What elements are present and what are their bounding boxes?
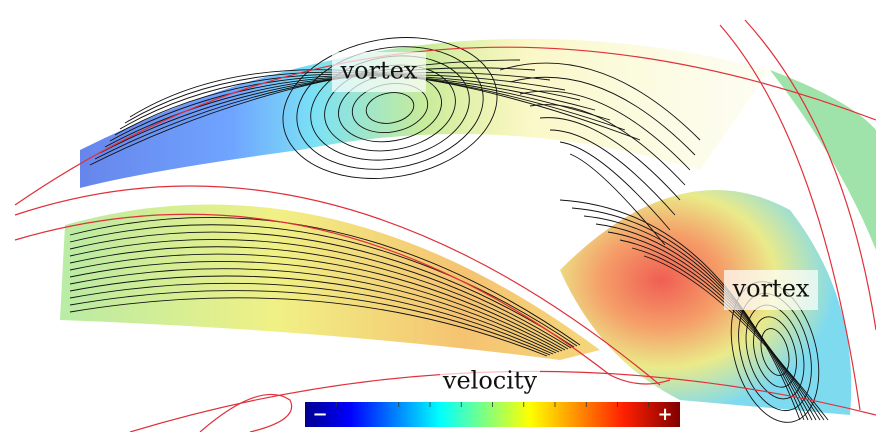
colorbar-max: + bbox=[657, 404, 672, 425]
vortex-label: vortex bbox=[340, 57, 418, 85]
flow-field: vortex vortex velocity − + bbox=[0, 0, 876, 432]
colorbar-min: − bbox=[312, 404, 327, 425]
vortex-label: vortex bbox=[732, 275, 810, 303]
figure: vortex vortex velocity − + bbox=[0, 0, 876, 432]
colorbar-title: velocity bbox=[442, 367, 538, 395]
